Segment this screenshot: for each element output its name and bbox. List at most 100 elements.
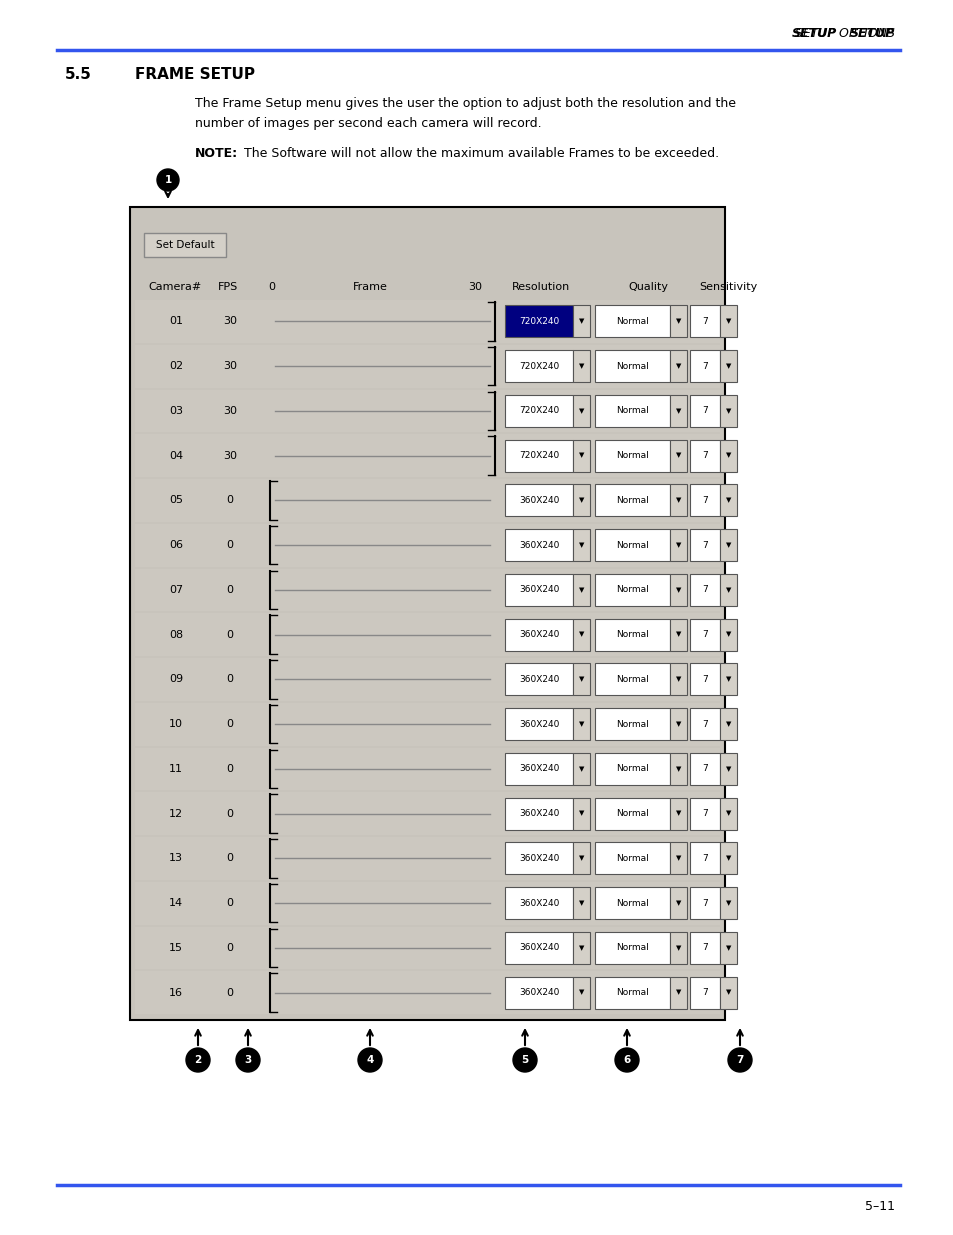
- Bar: [504, 932, 573, 963]
- Text: Normal: Normal: [616, 899, 648, 908]
- Bar: [669, 484, 686, 516]
- Text: ▼: ▼: [725, 587, 730, 593]
- Text: 09: 09: [169, 674, 183, 684]
- Bar: [669, 887, 686, 919]
- Bar: [669, 305, 686, 337]
- Text: 7: 7: [701, 630, 707, 640]
- Bar: [720, 395, 737, 427]
- Bar: [669, 753, 686, 785]
- Text: 0: 0: [226, 495, 233, 505]
- Bar: [669, 842, 686, 874]
- Text: 7: 7: [701, 764, 707, 773]
- Text: 7: 7: [701, 899, 707, 908]
- Bar: [720, 440, 737, 472]
- Bar: [669, 529, 686, 561]
- Text: 0: 0: [226, 764, 233, 774]
- Bar: [595, 440, 669, 472]
- Bar: [595, 887, 669, 919]
- Text: 3: 3: [244, 1055, 252, 1065]
- Bar: [135, 435, 720, 477]
- Text: ▼: ▼: [675, 587, 680, 593]
- Bar: [504, 484, 573, 516]
- Text: 360X240: 360X240: [518, 630, 558, 640]
- Bar: [504, 440, 573, 472]
- Bar: [669, 395, 686, 427]
- Bar: [689, 574, 720, 606]
- Text: ▼: ▼: [725, 363, 730, 369]
- Bar: [504, 529, 573, 561]
- Bar: [595, 484, 669, 516]
- Bar: [669, 932, 686, 963]
- Text: 720X240: 720X240: [518, 406, 558, 415]
- Text: 0: 0: [226, 853, 233, 863]
- Text: Normal: Normal: [616, 496, 648, 505]
- Bar: [689, 350, 720, 382]
- Bar: [573, 350, 589, 382]
- Bar: [504, 350, 573, 382]
- Text: ▼: ▼: [578, 766, 583, 772]
- Text: ▼: ▼: [675, 766, 680, 772]
- Text: ▼: ▼: [578, 319, 583, 325]
- Text: 360X240: 360X240: [518, 809, 558, 818]
- Text: ▼: ▼: [725, 856, 730, 861]
- Bar: [720, 619, 737, 651]
- Bar: [720, 932, 737, 963]
- Bar: [573, 708, 589, 740]
- Text: SETUP: SETUP: [791, 27, 836, 40]
- Circle shape: [235, 1049, 260, 1072]
- Text: 30: 30: [223, 406, 236, 416]
- Bar: [135, 524, 720, 567]
- Text: 6: 6: [622, 1055, 630, 1065]
- Text: Normal: Normal: [616, 317, 648, 326]
- Text: ▼: ▼: [578, 587, 583, 593]
- Text: 07: 07: [169, 585, 183, 595]
- Bar: [135, 882, 720, 925]
- Bar: [135, 658, 720, 700]
- Bar: [720, 305, 737, 337]
- Text: 360X240: 360X240: [518, 944, 558, 952]
- Text: 0: 0: [226, 719, 233, 729]
- Bar: [135, 614, 720, 656]
- Text: 7: 7: [701, 944, 707, 952]
- Text: Normal: Normal: [616, 585, 648, 594]
- Text: 360X240: 360X240: [518, 899, 558, 908]
- Bar: [689, 440, 720, 472]
- Bar: [720, 977, 737, 1009]
- Text: Resolution: Resolution: [512, 282, 570, 291]
- Bar: [595, 619, 669, 651]
- Text: 0: 0: [226, 540, 233, 550]
- Bar: [720, 663, 737, 695]
- Text: 360X240: 360X240: [518, 541, 558, 550]
- Text: Normal: Normal: [616, 944, 648, 952]
- Text: ▼: ▼: [725, 542, 730, 548]
- Text: SETUP OPTIONS: SETUP OPTIONS: [794, 27, 894, 40]
- Text: 7: 7: [701, 674, 707, 684]
- Bar: [504, 842, 573, 874]
- Bar: [135, 837, 720, 879]
- Bar: [720, 484, 737, 516]
- Text: ▼: ▼: [675, 856, 680, 861]
- Bar: [135, 389, 720, 432]
- Text: ▼: ▼: [725, 900, 730, 906]
- Text: 360X240: 360X240: [518, 720, 558, 729]
- Text: ▼: ▼: [675, 945, 680, 951]
- Text: Camera#: Camera#: [148, 282, 201, 291]
- Text: NOTE:: NOTE:: [194, 147, 238, 161]
- Bar: [669, 708, 686, 740]
- Text: ▼: ▼: [578, 631, 583, 637]
- Bar: [669, 619, 686, 651]
- Text: ▼: ▼: [725, 408, 730, 414]
- Circle shape: [513, 1049, 537, 1072]
- Text: ▼: ▼: [725, 452, 730, 458]
- Text: SETUP​ OPTIONS: SETUP​ OPTIONS: [794, 27, 894, 40]
- Text: 13: 13: [169, 853, 183, 863]
- Text: 720X240: 720X240: [518, 362, 558, 370]
- Text: The Frame Setup menu gives the user the option to adjust both the resolution and: The Frame Setup menu gives the user the …: [194, 98, 735, 110]
- Text: 02: 02: [169, 361, 183, 372]
- Bar: [595, 798, 669, 830]
- Text: ▼: ▼: [725, 989, 730, 995]
- Circle shape: [357, 1049, 381, 1072]
- Text: Normal: Normal: [616, 853, 648, 863]
- Bar: [573, 395, 589, 427]
- Bar: [504, 663, 573, 695]
